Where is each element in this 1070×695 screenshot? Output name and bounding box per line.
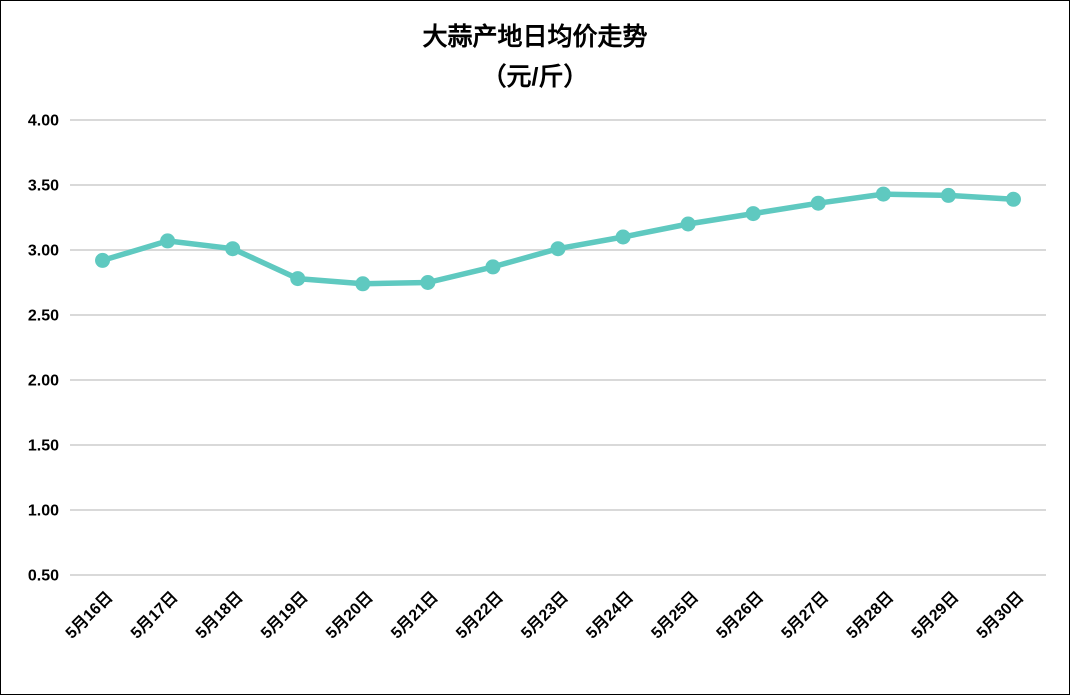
data-point [615,229,631,245]
x-axis-tick-label: 5月17日 [127,588,181,642]
data-point [225,241,241,257]
x-axis-tick-label: 5月21日 [387,588,441,642]
x-axis-tick-label: 5月27日 [778,588,832,642]
y-axis-tick-label: 0.50 [28,568,59,585]
x-axis-tick-label: 5月24日 [583,588,637,642]
x-axis-tick-label: 5月18日 [192,588,246,642]
x-axis-tick-label: 5月16日 [62,588,116,642]
data-point [1005,191,1021,207]
data-point [810,195,826,211]
data-point [290,271,306,287]
data-point [940,187,956,203]
data-point [745,206,761,222]
data-point [680,216,696,232]
data-point [875,186,891,202]
data-point [420,275,436,290]
x-axis-tick-label: 5月23日 [518,588,572,642]
data-point [485,259,501,275]
y-axis-tick-label: 4.00 [28,113,59,130]
price-line-series [99,191,1017,287]
y-axis-tick-label: 3.00 [28,243,59,260]
y-axis-tick-label: 1.00 [28,503,59,520]
x-axis-tick-label: 5月28日 [843,588,897,642]
x-axis-tick-label: 5月22日 [453,588,507,642]
x-axis-tick-label: 5月26日 [713,588,767,642]
x-axis-tick-label: 5月20日 [322,588,376,642]
data-point [550,241,566,257]
y-axis-tick-label: 2.00 [28,373,59,390]
y-axis-tick-label: 1.50 [28,438,59,455]
data-point [355,276,371,292]
x-axis-tick-label: 5月30日 [973,588,1027,642]
data-point [160,233,176,249]
y-axis-tick-label: 3.50 [28,178,59,195]
x-axis-tick-label: 5月29日 [908,588,962,642]
y-axis-tick-label: 2.50 [28,308,59,325]
data-point [95,252,111,268]
x-axis-tick-label: 5月25日 [648,588,702,642]
x-axis-tick-label: 5月19日 [257,588,311,642]
